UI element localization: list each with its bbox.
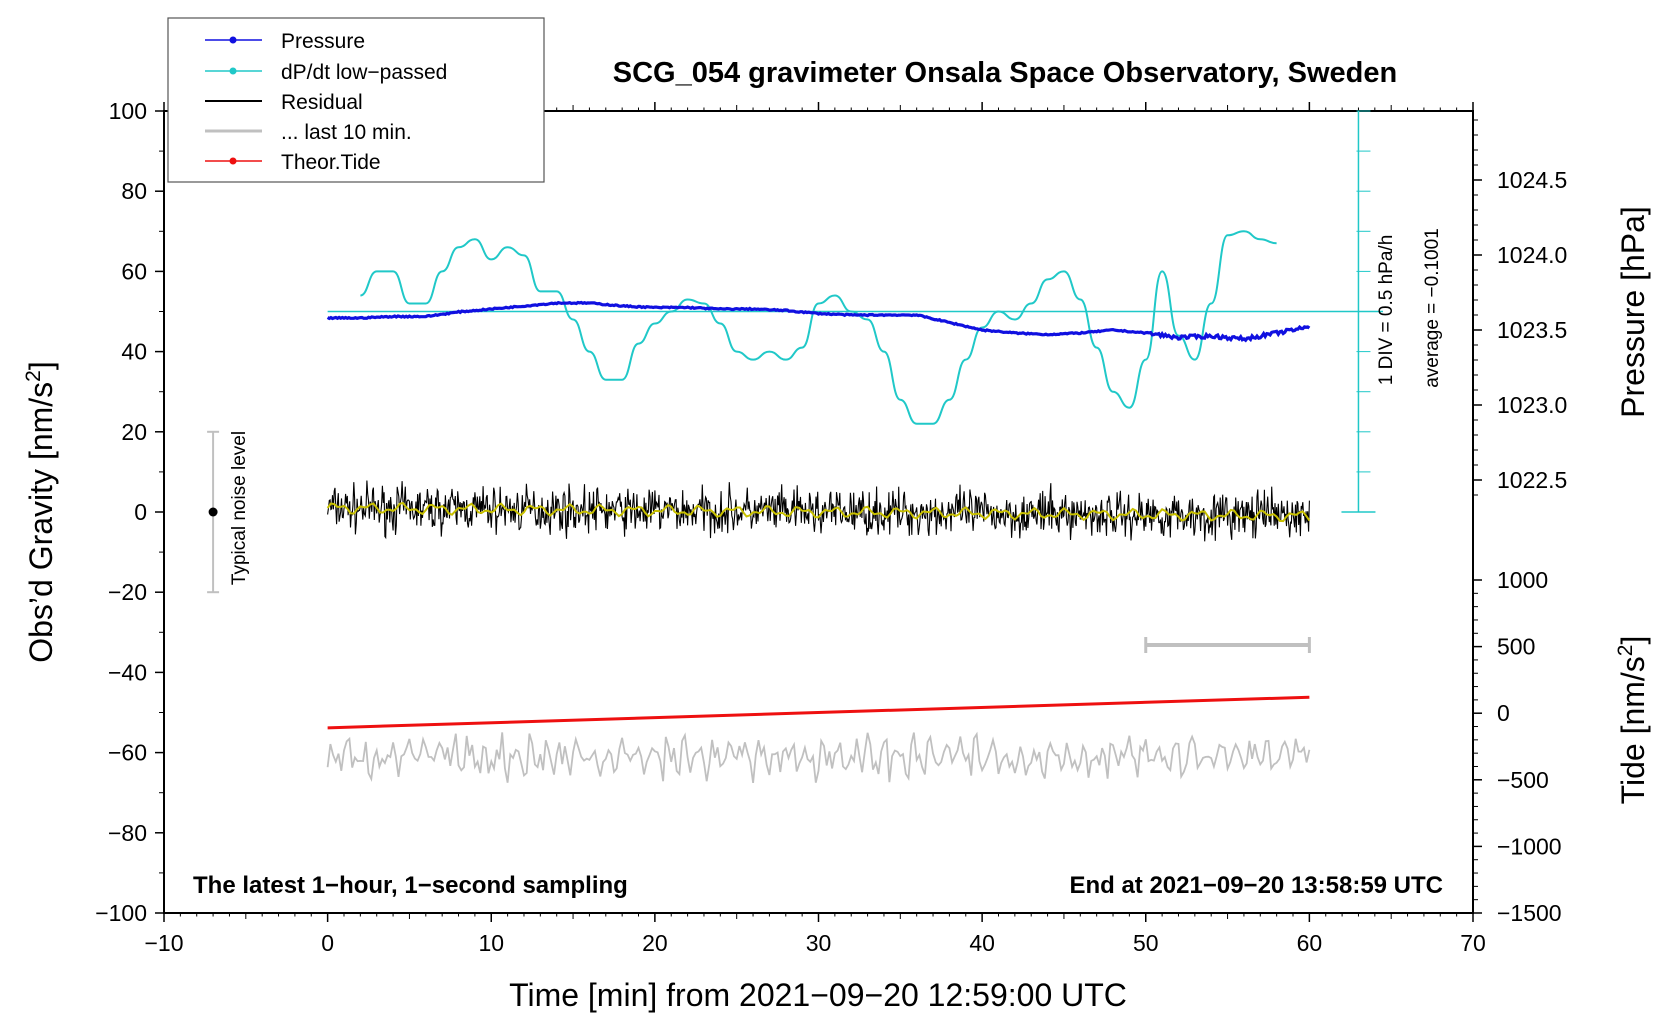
y-tick-label: 100 <box>109 98 147 124</box>
y-tick-label: 80 <box>121 178 147 204</box>
tide-tick-label: 500 <box>1497 634 1535 660</box>
dpdt-div-label: 1 DIV = 0.5 hPa/h <box>1376 235 1397 386</box>
pressure-tick-label: 1024.0 <box>1497 242 1567 268</box>
x-tick-label: 0 <box>321 930 334 956</box>
y-tick-label: −80 <box>108 820 147 846</box>
y-tick-label: 40 <box>121 339 147 365</box>
y-axis-title-tide-end: ] <box>1615 636 1651 645</box>
legend-label-last10: ... last 10 min. <box>281 121 412 144</box>
x-tick-label: 50 <box>1133 930 1159 956</box>
x-tick-label: 30 <box>806 930 832 956</box>
noise-bar-center-dot <box>208 507 218 517</box>
y-axis-title-tide-main: Tide [nm/s <box>1615 656 1651 804</box>
note-sampling: The latest 1−hour, 1−second sampling <box>193 872 628 899</box>
y-tick-label: −40 <box>108 659 147 685</box>
legend-marker-pressure <box>229 36 237 44</box>
y-tick-label: 0 <box>134 499 147 525</box>
legend-entry-residual: Residual <box>205 91 363 114</box>
pressure-tick-label: 1024.5 <box>1497 167 1567 193</box>
note-end-time: End at 2021−09−20 13:58:59 UTC <box>1069 872 1443 899</box>
noise-level-label: Typical noise level <box>229 431 250 585</box>
x-tick-label: 10 <box>478 930 504 956</box>
legend-marker-dpdt <box>229 67 237 75</box>
tide-tick-label: −1500 <box>1497 900 1562 926</box>
pressure-tick-label: 1023.0 <box>1497 392 1567 418</box>
y-axis-title-pressure: Pressure [hPa] <box>1615 206 1651 418</box>
y-tick-label: 20 <box>121 419 147 445</box>
axis-ticks: −10 0 10 20 30 40 50 60 70100806040200−20−40−60−… <box>95 98 1567 956</box>
y-axis-title-tide-sup: 2 <box>1614 645 1637 657</box>
legend-label-dpdt: dP/dt low−passed <box>281 61 447 84</box>
legend-entry-last10: ... last 10 min. <box>205 121 412 144</box>
y-axis-title-left-main: Obs’d Gravity [nm/s <box>23 382 59 663</box>
series-smoothed-residual <box>326 501 1311 523</box>
legend-marker-tide <box>229 157 237 165</box>
x-tick-label: 20 <box>642 930 668 956</box>
legend-entry-pressure: Pressure <box>205 30 365 53</box>
y-axis-title-tide: Tide [nm/s2] <box>1614 636 1651 805</box>
series-last-10-min <box>326 731 1311 784</box>
tide-tick-label: 0 <box>1497 700 1510 726</box>
pressure-tick-label: 1022.5 <box>1497 467 1567 493</box>
y-tick-label: −100 <box>95 900 147 926</box>
x-axis-title: Time [min] from 2021−09−20 12:59:00 UTC <box>509 977 1127 1013</box>
y-tick-label: −20 <box>108 579 147 605</box>
pressure-tick-label: 1023.5 <box>1497 317 1567 343</box>
legend: Pressure dP/dt low−passed Residual ... l… <box>167 17 545 183</box>
dpdt-average-label: average = −0.1001 <box>1422 228 1443 388</box>
x-tick-label: −10 <box>144 930 183 956</box>
tide-tick-label: 1000 <box>1497 567 1548 593</box>
x-tick-label: 60 <box>1297 930 1323 956</box>
y-tick-label: −60 <box>108 740 147 766</box>
series-dpdt-lowpassed <box>360 230 1277 425</box>
legend-entry-dpdt: dP/dt low−passed <box>205 61 447 84</box>
legend-entry-tide: Theor.Tide <box>205 151 381 174</box>
series-theor-tide <box>327 695 1310 730</box>
tide-tick-label: −1000 <box>1497 833 1562 859</box>
series-pressure <box>326 300 1311 343</box>
y-axis-title-left: Obs’d Gravity [nm/s2] <box>22 361 59 663</box>
series-layer <box>207 110 1384 784</box>
y-axis-title-left-end: ] <box>23 361 59 370</box>
x-tick-label: 40 <box>969 930 995 956</box>
y-tick-label: 60 <box>121 258 147 284</box>
x-tick-label: 70 <box>1460 930 1486 956</box>
legend-label-residual: Residual <box>281 91 363 114</box>
y-axis-title-left-sup: 2 <box>22 370 45 382</box>
legend-label-tide: Theor.Tide <box>281 151 381 174</box>
chart-title: SCG_054 gravimeter Onsala Space Observat… <box>613 57 1397 89</box>
series-residual <box>327 480 1310 542</box>
legend-label-pressure: Pressure <box>281 30 365 53</box>
tide-tick-label: −500 <box>1497 767 1549 793</box>
